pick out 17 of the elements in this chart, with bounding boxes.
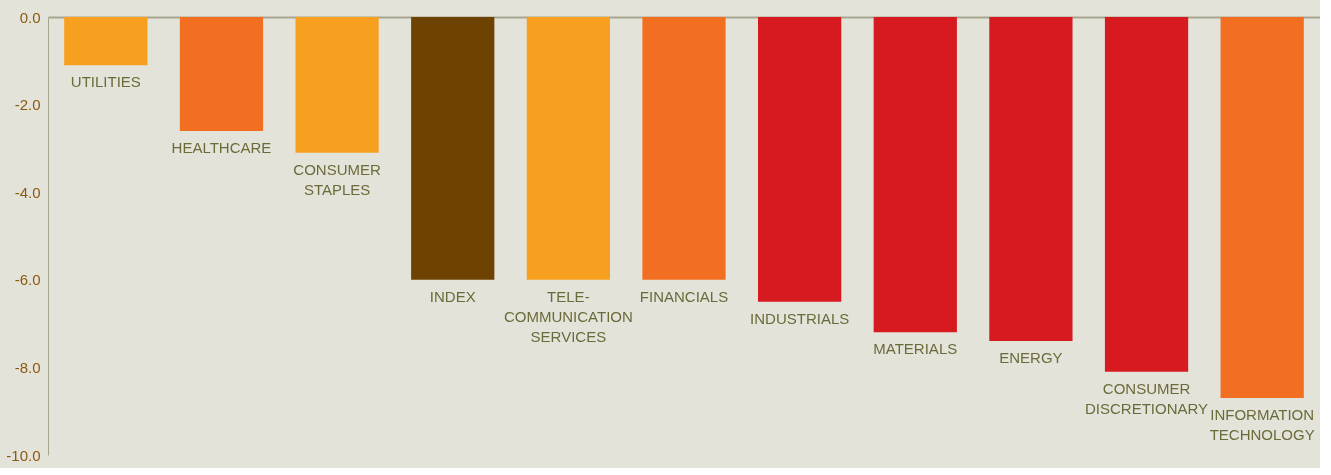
- x-tick-label: CONSUMER DISCRETIONARY: [1085, 379, 1209, 417]
- y-tick-label: 0.0: [19, 8, 41, 26]
- x-tick-label: UTILITIES: [70, 73, 141, 91]
- x-tick-label: ENERGY: [999, 349, 1063, 367]
- y-tick-label: -6.0: [14, 271, 41, 289]
- x-tick-label: HEALTHCARE: [171, 138, 272, 156]
- x-tick-label: TELE-COMMUNICATION SERVICES: [503, 287, 633, 345]
- x-tick-label: FINANCIALS: [639, 287, 729, 305]
- x-tick-label: INDEX: [429, 287, 476, 305]
- x-tick-label: INDUSTRIALS: [750, 309, 850, 327]
- x-tick-label: INFORMATION TECHNOLOGY: [1209, 406, 1315, 444]
- x-tick-label: CONSUMER STAPLES: [293, 160, 381, 198]
- y-tick-label: -8.0: [14, 358, 41, 376]
- x-tick-label: MATERIALS: [873, 340, 958, 358]
- y-tick-label: -10.0: [6, 446, 41, 464]
- y-tick-label: -4.0: [14, 183, 41, 201]
- y-tick-label: -2.0: [14, 96, 41, 114]
